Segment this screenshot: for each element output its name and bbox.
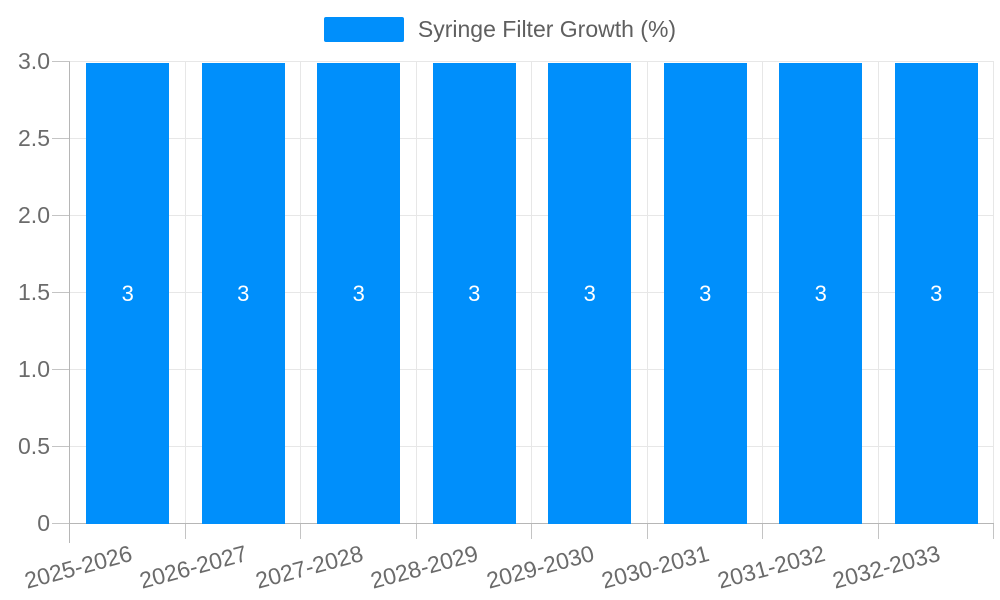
y-gridline bbox=[52, 446, 994, 447]
y-axis-tick-label: 2.5 bbox=[18, 125, 50, 151]
y-axis-tick bbox=[52, 215, 70, 216]
x-axis-tick bbox=[184, 524, 186, 539]
x-gridline bbox=[531, 62, 532, 524]
bar-value-label: 3 bbox=[930, 280, 943, 306]
x-axis-tick-label: 2031-2032 bbox=[714, 540, 828, 594]
y-axis-tick-label: 0 bbox=[37, 510, 50, 536]
y-axis-tick-label: 3.0 bbox=[18, 48, 50, 74]
y-gridline bbox=[52, 138, 994, 139]
x-axis-tick bbox=[993, 524, 994, 539]
x-axis-tick bbox=[877, 524, 879, 539]
bar[interactable]: 3 bbox=[663, 63, 747, 524]
y-axis-tick-label: 1.0 bbox=[18, 356, 50, 382]
y-gridline bbox=[52, 369, 994, 370]
legend-label: Syringe Filter Growth (%) bbox=[417, 16, 677, 42]
y-axis-tick bbox=[52, 292, 70, 293]
y-gridline bbox=[52, 61, 994, 62]
y-gridline bbox=[52, 292, 994, 293]
x-axis-tick-label: 2026-2027 bbox=[136, 540, 250, 594]
x-axis-tick bbox=[300, 524, 301, 539]
bar[interactable]: 3 bbox=[894, 63, 978, 524]
bar-value-label: 3 bbox=[352, 280, 365, 306]
x-gridline bbox=[184, 62, 186, 524]
bar-value-label: 3 bbox=[237, 280, 250, 306]
bar[interactable]: 3 bbox=[548, 63, 632, 524]
y-axis-tick-label: 0.5 bbox=[18, 433, 50, 459]
x-axis-tick-label: 2032-2033 bbox=[829, 540, 943, 594]
y-axis-tick bbox=[52, 369, 70, 370]
bar-value-label: 3 bbox=[699, 280, 712, 306]
x-gridline bbox=[646, 62, 648, 524]
bar[interactable]: 3 bbox=[779, 63, 863, 524]
x-axis-tick-label: 2030-2031 bbox=[598, 540, 712, 594]
legend-marker-swatch bbox=[323, 17, 404, 42]
x-axis-tick-label: 2025-2026 bbox=[21, 540, 135, 594]
legend[interactable]: Syringe Filter Growth (%) bbox=[0, 17, 1000, 42]
x-axis-line bbox=[70, 523, 994, 524]
bar-value-label: 3 bbox=[583, 280, 596, 306]
bar[interactable]: 3 bbox=[432, 63, 516, 524]
y-axis-tick bbox=[52, 138, 70, 139]
bar-value-label: 3 bbox=[121, 280, 134, 306]
bar[interactable]: 3 bbox=[201, 63, 285, 524]
x-axis-tick bbox=[531, 524, 532, 539]
bar[interactable]: 3 bbox=[317, 63, 401, 524]
y-axis-tick bbox=[52, 446, 70, 447]
x-axis-tick bbox=[646, 524, 648, 539]
y-gridline bbox=[52, 215, 994, 216]
y-axis-tick-label: 2.0 bbox=[18, 202, 50, 228]
x-axis-tick bbox=[762, 524, 763, 539]
x-axis-tick-label: 2027-2028 bbox=[252, 540, 366, 594]
bar-value-label: 3 bbox=[814, 280, 827, 306]
bar[interactable]: 3 bbox=[86, 63, 170, 524]
y-axis-tick-label: 1.5 bbox=[18, 279, 50, 305]
x-axis-tick-label: 2028-2029 bbox=[367, 540, 481, 594]
x-gridline bbox=[300, 62, 301, 524]
y-axis-tick bbox=[52, 61, 70, 62]
bar-value-label: 3 bbox=[468, 280, 481, 306]
x-gridline bbox=[415, 62, 417, 524]
x-gridline bbox=[877, 62, 879, 524]
x-gridline bbox=[993, 62, 994, 524]
x-gridline bbox=[762, 62, 763, 524]
y-axis-line bbox=[69, 62, 70, 543]
x-axis-tick-label: 2029-2030 bbox=[483, 540, 597, 594]
x-axis-tick bbox=[415, 524, 417, 539]
y-axis-tick bbox=[52, 523, 70, 524]
